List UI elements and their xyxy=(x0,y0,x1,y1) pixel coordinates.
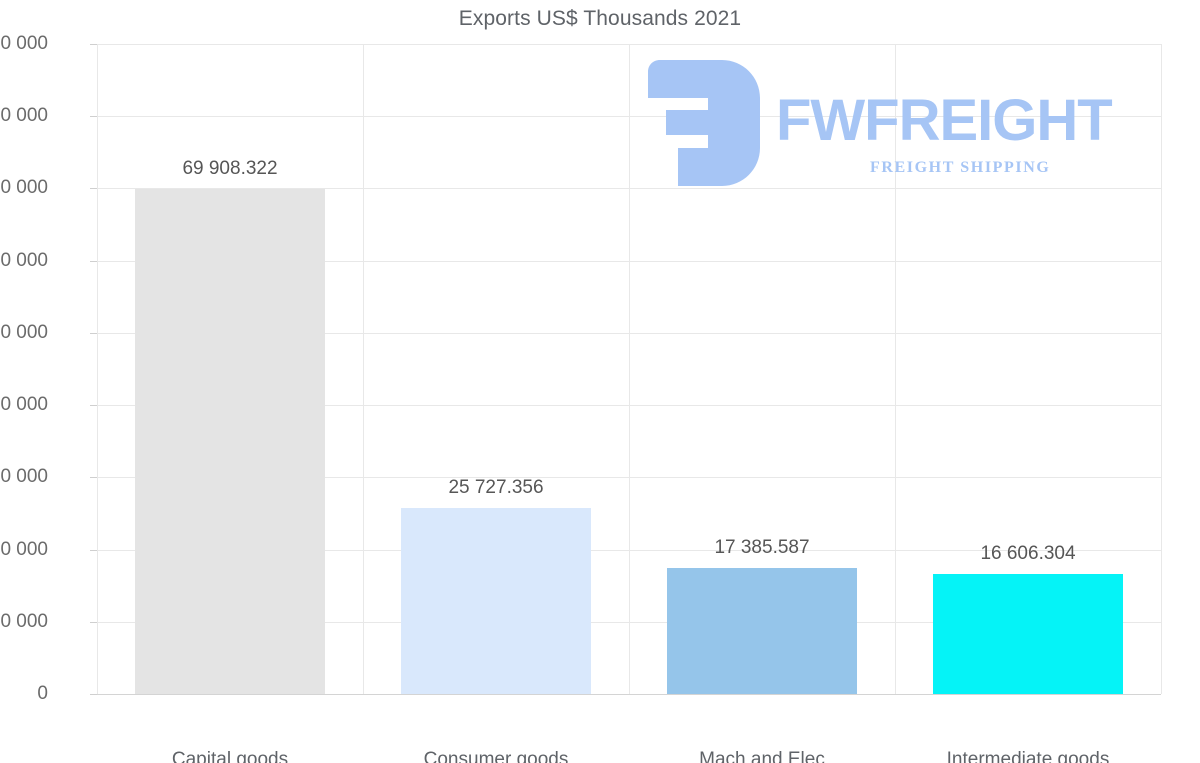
y-axis-tick-label: 50 000 xyxy=(0,321,48,343)
bar-value-label: 25 727.356 xyxy=(448,477,544,499)
y-axis-tick-mark xyxy=(90,188,97,190)
y-axis-tick-label: 0 xyxy=(37,683,48,704)
x-axis-category-label: Intermediate goods xyxy=(946,749,1110,763)
y-axis-tick-mark xyxy=(90,477,97,479)
y-axis-tick-label: 90 000 xyxy=(0,33,48,54)
y-axis-tick-label: 40 000 xyxy=(0,394,48,416)
x-axis-category-label: Capital goods xyxy=(171,749,289,763)
gridline-x xyxy=(895,44,896,694)
bar-capital-goods[interactable] xyxy=(134,189,326,694)
x-axis-category-label: Mach and Elec xyxy=(699,749,825,763)
plot-area: 0 10 000 20 000 30 000 40 000 50 000 60 000 70 … xyxy=(0,33,1162,763)
y-axis-tick-label: 30 000 xyxy=(0,466,48,488)
bar-value-label: 17 385.587 xyxy=(714,537,810,559)
bar-value-label: 69 908.322 xyxy=(182,158,278,180)
y-axis-tick-mark xyxy=(90,332,97,334)
bar-mach-and-elec[interactable] xyxy=(666,568,858,694)
bar-value-label: 16 606.304 xyxy=(980,543,1076,565)
y-axis-tick-mark xyxy=(90,405,97,407)
y-axis-tick-mark xyxy=(90,549,97,551)
x-axis-category-label: Consumer goods xyxy=(423,749,569,763)
y-axis-tick-mark xyxy=(90,116,97,118)
y-axis-tick-mark xyxy=(90,44,97,45)
gridline-y xyxy=(97,694,1161,695)
y-axis-tick-mark xyxy=(90,260,97,262)
gridline-x xyxy=(629,44,630,694)
y-axis-tick-label: 60 000 xyxy=(0,249,48,271)
chart-title: Exports US$ Thousands 2021 xyxy=(458,7,742,30)
gridline-x xyxy=(1161,44,1162,694)
bar-intermediate-goods[interactable] xyxy=(932,574,1124,694)
y-axis-tick-label: 10 000 xyxy=(0,610,48,632)
y-axis-tick-label: 70 000 xyxy=(0,177,48,199)
gridline-x xyxy=(97,44,98,694)
y-axis-tick-mark xyxy=(90,621,97,623)
y-axis-tick-mark xyxy=(90,694,97,695)
y-axis-tick-label: 20 000 xyxy=(0,538,48,560)
bar-consumer-goods[interactable] xyxy=(400,508,592,694)
gridline-x xyxy=(363,44,364,694)
y-axis-tick-label: 80 000 xyxy=(0,105,48,127)
